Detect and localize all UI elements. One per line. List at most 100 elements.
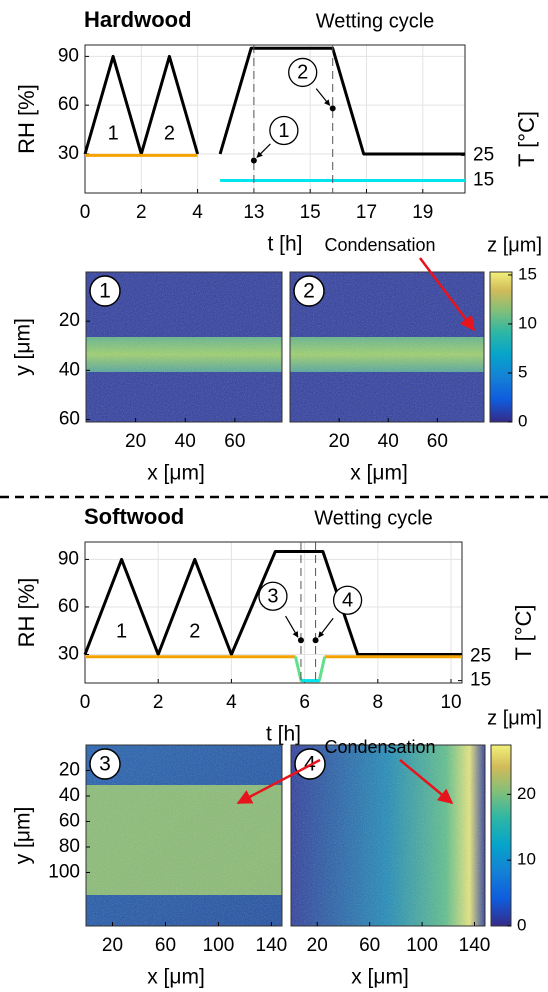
axes-frame xyxy=(84,541,463,684)
axes-frame xyxy=(84,44,466,194)
x-tick-label: 100 xyxy=(203,935,235,956)
x-axis-label: x [μm] xyxy=(147,462,205,485)
annotation: 2 xyxy=(189,621,200,643)
x-tick-label: 40 xyxy=(378,431,399,452)
x-tick-label: 10 xyxy=(440,692,461,713)
y2-axis-label: T [°C] xyxy=(511,604,536,660)
annotation: 1 xyxy=(116,621,127,643)
marker-point xyxy=(250,157,257,164)
y2-axis-label: T [°C] xyxy=(514,111,539,167)
x-tick-label: 100 xyxy=(406,935,438,956)
image-frame xyxy=(290,744,486,927)
image-4-texture xyxy=(291,745,485,926)
y-tick-label: 90 xyxy=(58,45,79,66)
x-tick-label: 20 xyxy=(102,935,123,956)
annotation: 2 xyxy=(164,123,175,145)
x-tick-label: 4 xyxy=(192,202,203,223)
x-tick-label: 19 xyxy=(412,202,433,223)
marker-arrow xyxy=(318,617,334,638)
marker-arrow xyxy=(315,88,331,106)
x-tick-label: 2 xyxy=(153,692,164,713)
y-tick-label: 60 xyxy=(58,596,79,617)
series-line xyxy=(83,550,462,656)
colorbar-tick-label: 15 xyxy=(518,264,537,283)
image-frame xyxy=(289,271,485,423)
colorbar-tick-label: 0 xyxy=(518,411,527,430)
x-tick-label: 2 xyxy=(136,202,147,223)
x-axis-label: x [μm] xyxy=(147,966,205,989)
panel-title: Hardwood xyxy=(84,7,192,32)
y-axis-label: y [μm] xyxy=(12,807,35,865)
x-axis-label: t [h] xyxy=(266,723,301,746)
colorbar-tick-label: 10 xyxy=(518,313,537,332)
subtitle: Wetting cycle xyxy=(316,10,435,32)
x-tick-label: 20 xyxy=(307,935,328,956)
y-tick-label: 20 xyxy=(59,760,80,781)
x-axis-label: t [h] xyxy=(267,233,302,256)
marker-point xyxy=(312,637,319,644)
subtitle: Wetting cycle xyxy=(314,507,433,529)
y-tick-label: 90 xyxy=(58,548,79,569)
marker-point xyxy=(329,105,336,112)
y-tick-label: 60 xyxy=(58,94,79,115)
condensation-arrow xyxy=(419,257,475,332)
y-tick-label: 30 xyxy=(58,143,79,164)
y-tick-label: 40 xyxy=(59,785,80,806)
image-badge xyxy=(89,748,121,780)
y-tick-label: 80 xyxy=(59,836,80,857)
condensation-label: Condensation xyxy=(324,235,435,255)
y-tick-label: 20 xyxy=(59,310,80,331)
colorbar xyxy=(489,271,513,423)
x-axis-label: x [μm] xyxy=(350,462,408,485)
y2-tick-label: 25 xyxy=(473,144,494,165)
colorbar-tick-label: 10 xyxy=(517,850,536,869)
y-tick-label: 30 xyxy=(58,643,79,664)
x-tick-label: 4 xyxy=(226,692,237,713)
x-tick-label: 0 xyxy=(80,692,91,713)
colorbar-tick-label: 0 xyxy=(517,915,526,934)
image-frame xyxy=(85,271,283,423)
colorbar-title: z [μm] xyxy=(487,707,542,729)
x-tick-label: 6 xyxy=(299,692,310,713)
y-axis-label: RH [%] xyxy=(14,84,39,154)
marker-point xyxy=(297,637,304,644)
x-tick-label: 140 xyxy=(256,935,288,956)
x-tick-label: 60 xyxy=(224,431,245,452)
condensation-arrow xyxy=(236,758,321,805)
marker-label: 4 xyxy=(342,590,353,612)
colorbar xyxy=(490,744,512,927)
image-badge-label: 1 xyxy=(99,280,111,303)
x-tick-label: 40 xyxy=(175,431,196,452)
image-badge xyxy=(89,275,121,307)
condensation-label: Condensation xyxy=(324,737,435,757)
y2-tick-label: 15 xyxy=(470,670,491,691)
y-axis-label: y [μm] xyxy=(12,318,35,376)
x-tick-label: 17 xyxy=(356,202,377,223)
marker-label: 3 xyxy=(267,586,278,608)
marker-badge xyxy=(269,115,299,146)
x-tick-label: 20 xyxy=(329,431,350,452)
colorbar-title: z [μm] xyxy=(487,234,542,256)
marker-badge xyxy=(332,585,363,615)
marker-label: 2 xyxy=(297,62,308,84)
marker-arrow xyxy=(256,143,271,158)
colorbar-tick-label: 20 xyxy=(517,784,536,803)
x-axis-label: x [μm] xyxy=(351,966,409,989)
image-badge-label: 3 xyxy=(99,753,111,776)
y-tick-label: 40 xyxy=(59,359,80,380)
x-tick-label: 0 xyxy=(80,202,91,223)
marker-label: 1 xyxy=(278,120,289,142)
x-tick-label: 20 xyxy=(125,431,146,452)
marker-badge xyxy=(288,57,318,88)
x-tick-label: 60 xyxy=(427,431,448,452)
marker-arrow xyxy=(285,615,299,638)
colorbar-tick-label: 5 xyxy=(518,362,527,381)
annotation: 1 xyxy=(108,123,119,145)
y-tick-label: 100 xyxy=(48,861,80,882)
y-axis-label: RH [%] xyxy=(14,578,39,648)
condensation-arrow xyxy=(399,759,454,804)
x-tick-label: 60 xyxy=(359,935,380,956)
image-badge-label: 2 xyxy=(303,280,315,303)
